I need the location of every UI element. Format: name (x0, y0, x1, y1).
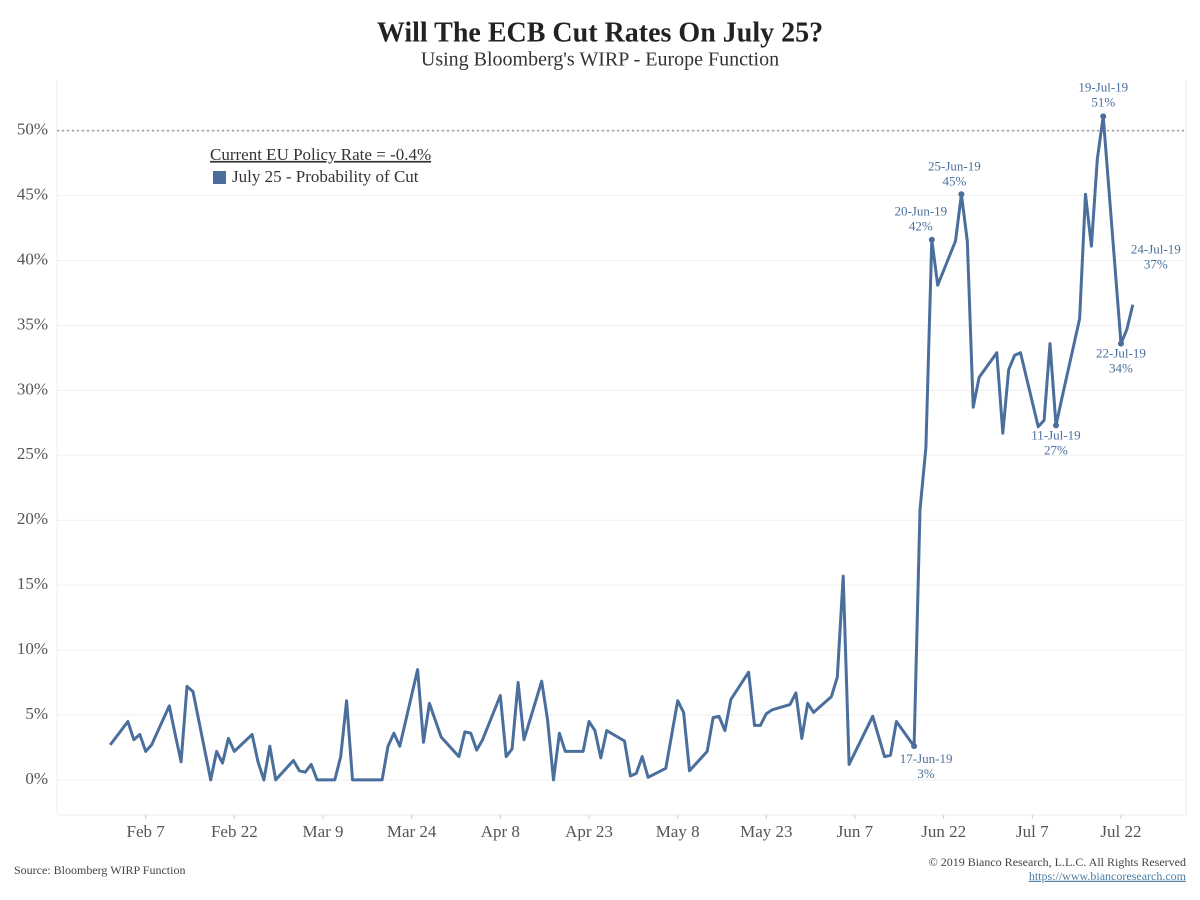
annotation-date: 11-Jul-19 (1031, 427, 1080, 442)
annotation-label: 34% (1109, 361, 1133, 376)
chart-subtitle: Using Bloomberg's WIRP - Europe Function (421, 49, 779, 71)
annotation-date: 19-Jul-19 (1078, 79, 1128, 94)
y-tick-label: 40% (17, 249, 48, 268)
annotation-label: 45% (942, 173, 966, 188)
y-tick-label: 15% (17, 574, 48, 593)
y-tick-label: 45% (17, 184, 48, 203)
annotation-dot (928, 236, 935, 243)
annotation-date: 20-Jun-19 (894, 204, 947, 219)
chart-title: Will The ECB Cut Rates On July 25? (377, 17, 823, 48)
y-tick-label: 10% (17, 639, 48, 658)
x-tick-label: Apr 23 (565, 822, 613, 841)
x-tick-label: Feb 7 (127, 822, 166, 841)
x-tick-label: Mar 24 (387, 822, 437, 841)
line (109, 114, 1135, 782)
x-tick-label: May 8 (656, 822, 700, 841)
y-tick-label: 0% (25, 769, 48, 788)
annotation-dot (958, 191, 965, 198)
y-tick-label: 35% (17, 314, 48, 333)
y-tick-label: 50% (17, 120, 48, 139)
y-tick-label: 25% (17, 444, 48, 463)
x-tick-label: Jun 22 (921, 822, 966, 841)
annotation-label: 27% (1044, 442, 1068, 457)
source: Source: Bloomberg WIRP Function (14, 863, 185, 877)
annotation-label: 3% (917, 766, 935, 781)
x-tick-label: Jul 7 (1016, 822, 1049, 841)
annotation-dot (911, 743, 918, 750)
legend-swatch (213, 171, 226, 184)
x-tick-label: Apr 8 (481, 822, 520, 841)
annotation-dot (1052, 422, 1059, 429)
legend-label: July 25 - Probability of Cut (232, 167, 419, 186)
x-tick-label: Mar 9 (302, 822, 343, 841)
annotation-label: 51% (1091, 94, 1115, 109)
y-tick-label: 20% (17, 509, 48, 528)
annotation-date: 25-Jun-19 (928, 158, 981, 173)
x-tick-label: Jul 22 (1100, 822, 1141, 841)
annotation-dot (1100, 113, 1107, 120)
annotation-date: 24-Jul-19 (1131, 242, 1181, 257)
legend-title: Current EU Policy Rate = -0.4% (210, 145, 431, 164)
annotation-date: 17-Jun-19 (900, 751, 953, 766)
annotation-label: 37% (1144, 257, 1168, 272)
annotation-label: 42% (909, 219, 933, 234)
annotation-dot (1117, 340, 1124, 347)
x-tick-label: Feb 22 (211, 822, 258, 841)
x-tick-label: Jun 7 (837, 822, 874, 841)
annotation-date: 22-Jul-19 (1096, 346, 1146, 361)
y-tick-label: 5% (25, 704, 48, 723)
y-tick-label: 30% (17, 379, 48, 398)
url[interactable]: https://www.biancoresearch.com (1029, 869, 1187, 883)
copyright: © 2019 Bianco Research, L.L.C. All Right… (929, 855, 1186, 869)
x-tick-label: May 23 (740, 822, 792, 841)
